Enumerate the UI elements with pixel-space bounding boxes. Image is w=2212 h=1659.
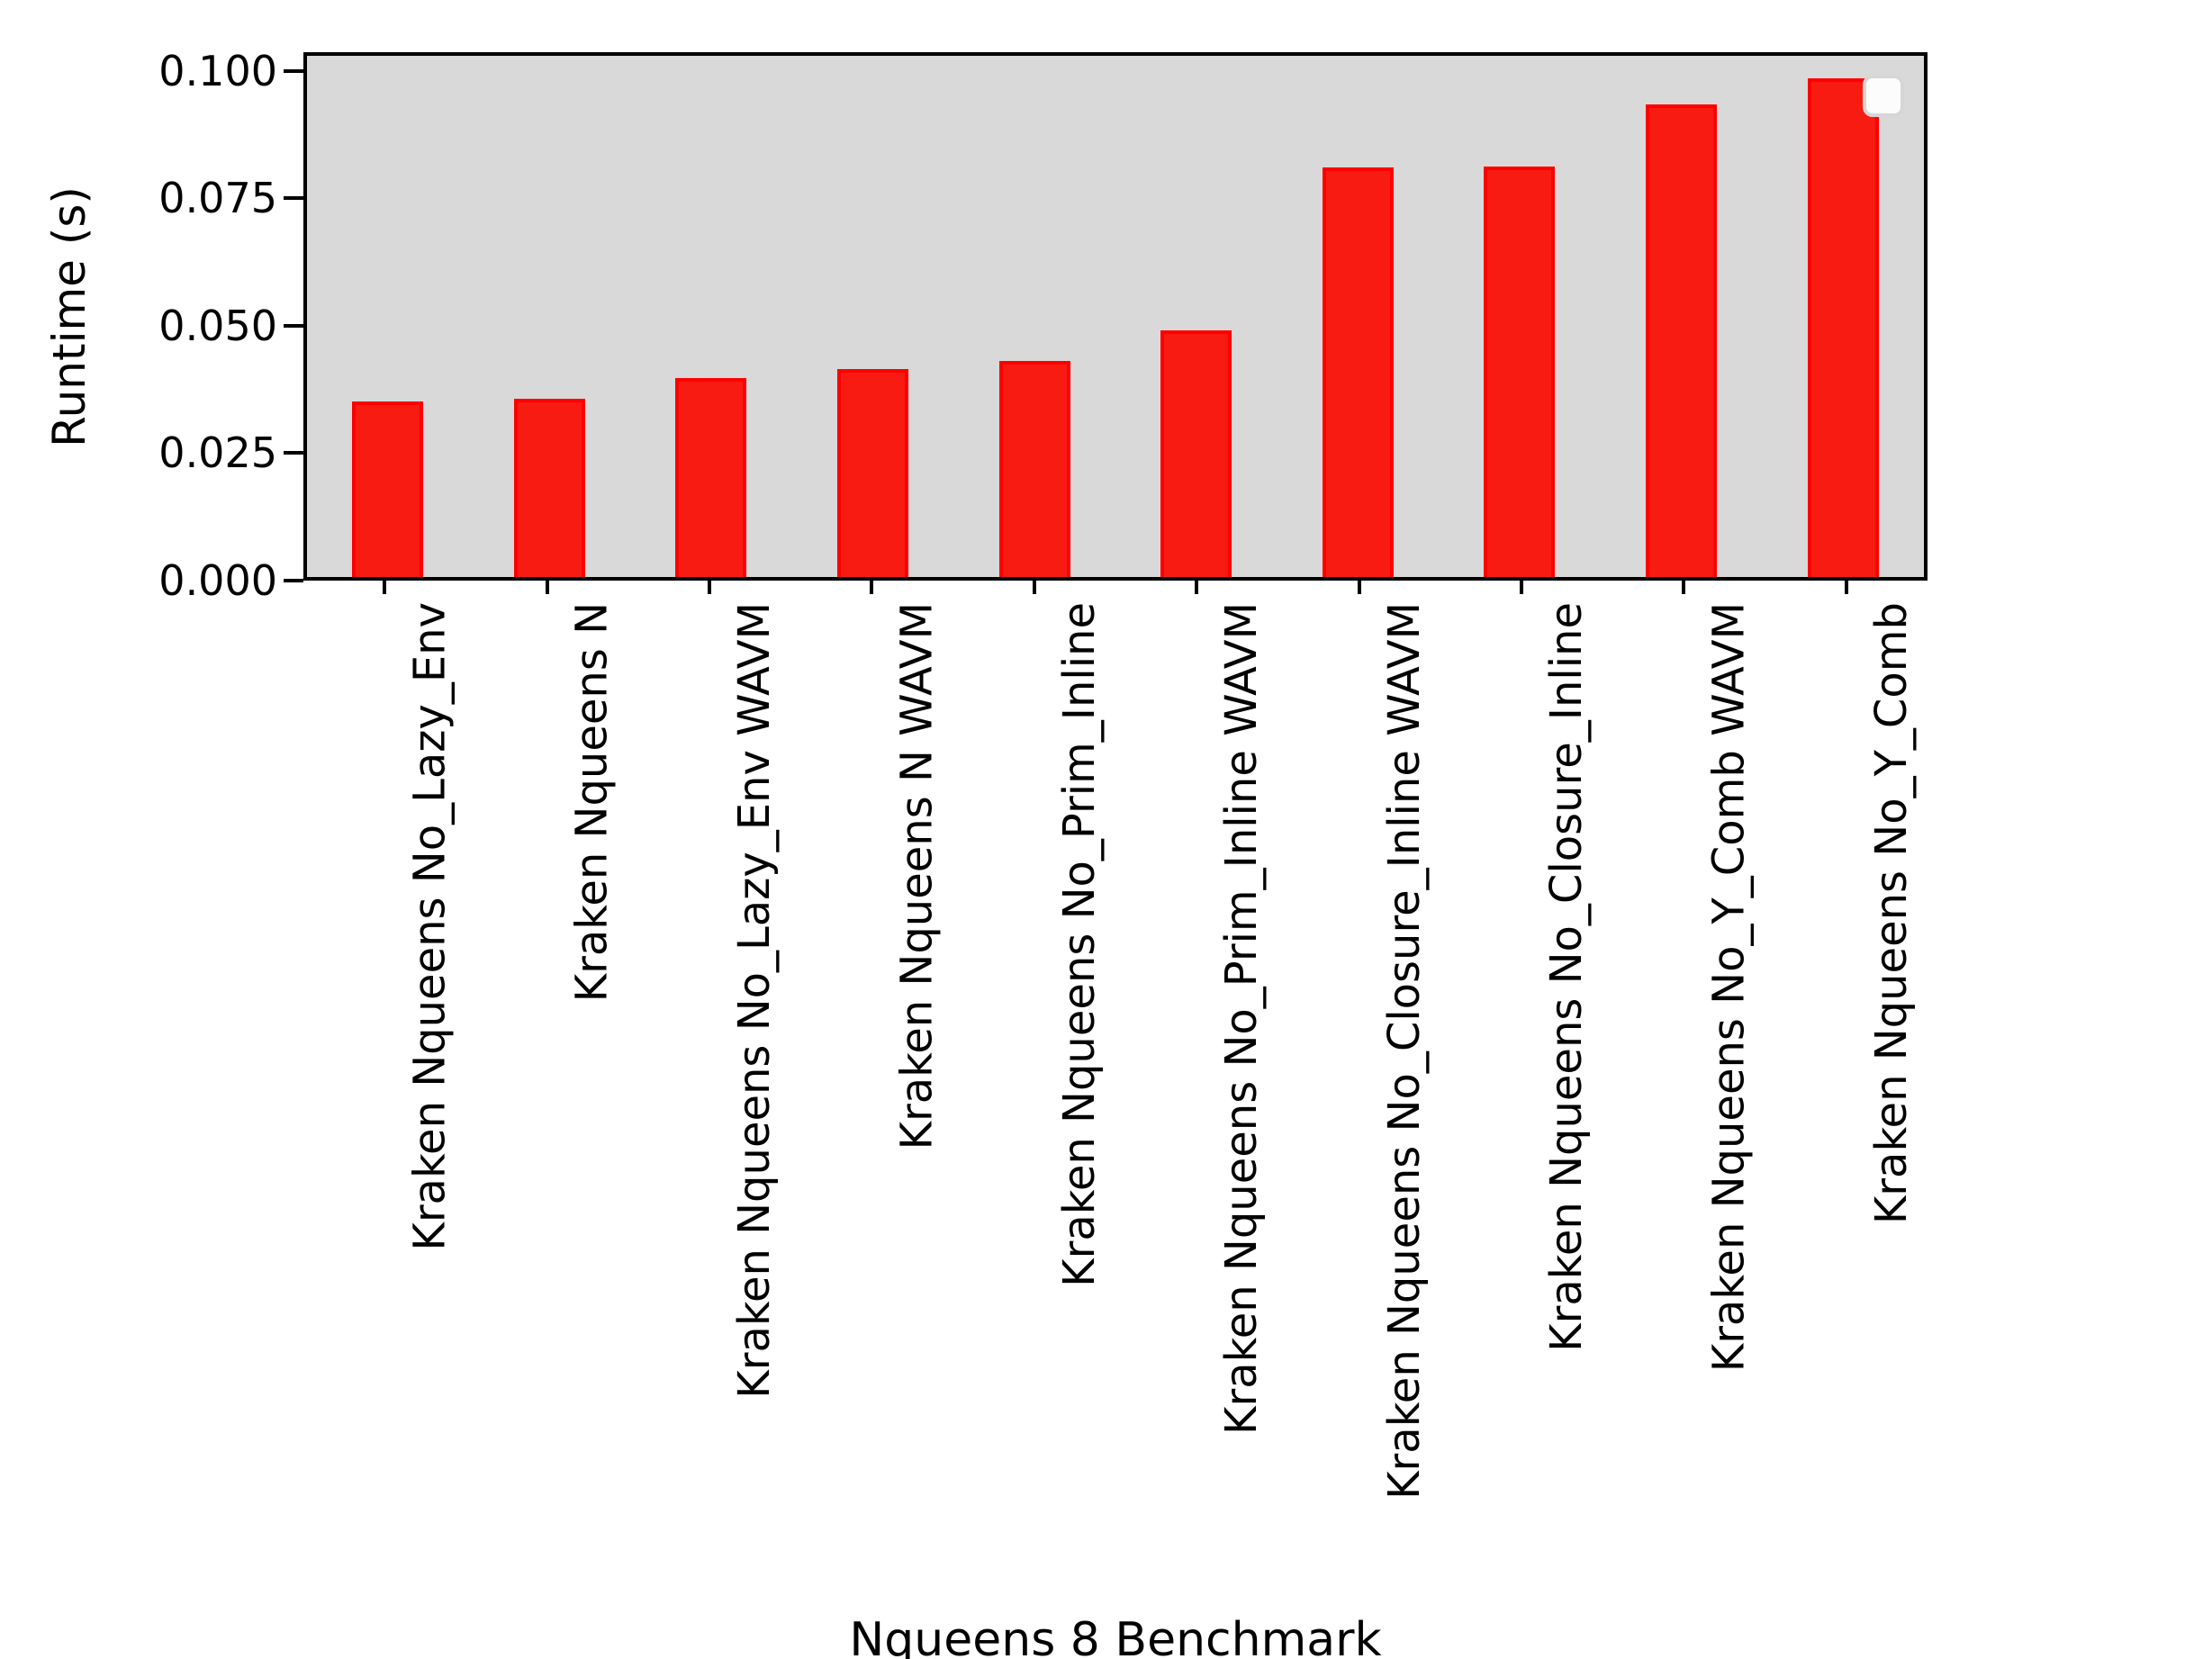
y-tick-label: 0.100 bbox=[158, 46, 277, 95]
x-tick-label: Kraken Nqueens No_Y_Comb WAVM bbox=[1703, 602, 1755, 1373]
bar-slot bbox=[630, 56, 792, 577]
y-tick-mark bbox=[284, 196, 303, 201]
x-tick-label: Kraken Nqueens No_Prim_Inline WAVM bbox=[1216, 602, 1268, 1435]
bar bbox=[352, 401, 424, 577]
bar-slot bbox=[1115, 56, 1278, 577]
x-tick-mark bbox=[1844, 581, 1848, 594]
y-tick-mark bbox=[284, 579, 303, 582]
bar-slot bbox=[1762, 56, 1924, 577]
x-tick-label: Kraken Nqueens No_Lazy_Env bbox=[404, 602, 456, 1251]
x-tick-mark bbox=[708, 581, 711, 594]
y-axis-label: Runtime (s) bbox=[43, 186, 95, 447]
bar-slot bbox=[953, 56, 1115, 577]
bar-slot bbox=[1601, 56, 1763, 577]
legend-box bbox=[1863, 75, 1904, 117]
bar bbox=[1646, 104, 1718, 577]
bar bbox=[1484, 166, 1556, 577]
y-tick-mark bbox=[284, 323, 303, 328]
bar-slot bbox=[1439, 56, 1601, 577]
bar bbox=[1160, 330, 1232, 577]
x-tick-label: Kraken Nqueens No_Lazy_Env WAVM bbox=[729, 602, 780, 1399]
bars-container bbox=[307, 56, 1924, 577]
x-tick-label: Kraken Nqueens No_Closure_Inline WAVM bbox=[1378, 602, 1430, 1500]
y-tick-label: 0.025 bbox=[158, 428, 277, 478]
x-tick-mark bbox=[545, 581, 549, 594]
bar bbox=[513, 398, 585, 577]
x-tick-mark bbox=[1520, 581, 1523, 594]
x-tick-label: Kraken Nqueens No_Closure_Inline bbox=[1541, 602, 1592, 1352]
x-tick-label: Kraken Nqueens N WAVM bbox=[891, 602, 943, 1150]
bar bbox=[1322, 167, 1394, 577]
y-tick-mark bbox=[284, 68, 303, 73]
y-tick-label: 0.000 bbox=[158, 556, 277, 605]
bar-slot bbox=[307, 56, 469, 577]
x-tick-label: Kraken Nqueens No_Prim_Inline bbox=[1053, 602, 1105, 1287]
y-tick-mark bbox=[284, 451, 303, 455]
x-tick-mark bbox=[1682, 581, 1686, 594]
x-tick-label: Kraken Nqueens No_Y_Comb bbox=[1865, 602, 1917, 1225]
bar-slot bbox=[792, 56, 954, 577]
x-axis-label: Nqueens 8 Benchmark bbox=[849, 1613, 1382, 1659]
bar-slot bbox=[1278, 56, 1440, 577]
bar bbox=[1807, 78, 1879, 577]
bar bbox=[675, 378, 747, 577]
x-tick-mark bbox=[1357, 581, 1361, 594]
x-tick-mark bbox=[870, 581, 874, 594]
x-tick-mark bbox=[383, 581, 387, 594]
bar bbox=[837, 369, 909, 577]
x-tick-label: Kraken Nqueens N bbox=[566, 602, 618, 1003]
y-tick-label: 0.075 bbox=[158, 174, 277, 223]
plot-area bbox=[303, 52, 1928, 581]
bar-slot bbox=[469, 56, 631, 577]
x-tick-mark bbox=[1032, 581, 1036, 594]
x-tick-mark bbox=[1195, 581, 1199, 594]
bar bbox=[998, 360, 1070, 577]
y-tick-label: 0.050 bbox=[158, 301, 277, 350]
